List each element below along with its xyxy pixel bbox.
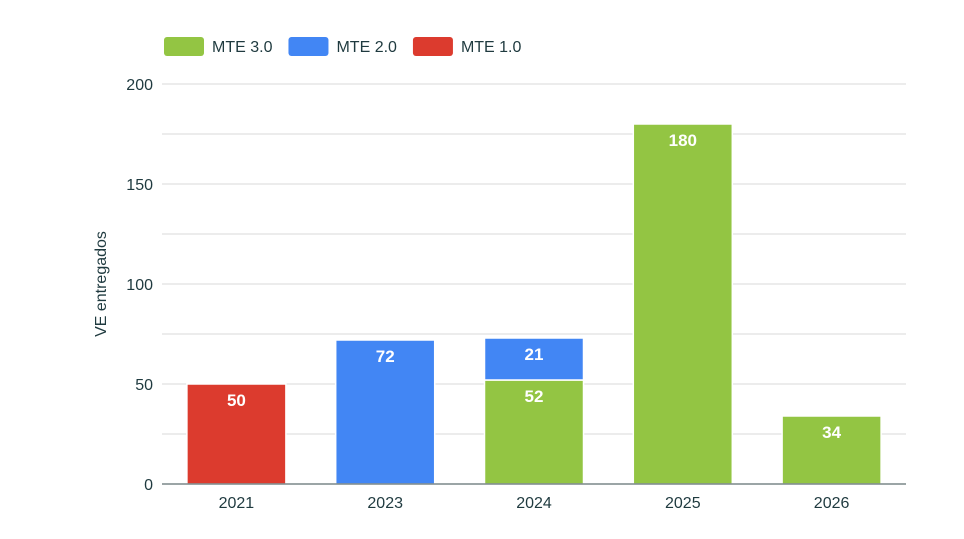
legend: MTE 3.0 MTE 2.0 MTE 1.0: [164, 37, 522, 56]
legend-swatch: [164, 37, 204, 56]
x-tick-label: 2023: [367, 495, 403, 512]
y-tick-label: 50: [135, 377, 153, 394]
y-tick-label: 200: [126, 77, 153, 94]
x-tick-label: 2024: [516, 495, 552, 512]
legend-swatch: [412, 37, 453, 56]
data-label: 21: [525, 345, 544, 364]
data-label: 50: [227, 391, 246, 410]
y-tick-label: 100: [126, 277, 153, 294]
data-label: 34: [822, 423, 841, 442]
bar-segment: [483, 337, 585, 381]
y-axis-title: VE entregados: [93, 231, 110, 337]
data-label: 180: [669, 131, 697, 150]
legend-item: MTE 1.0: [412, 37, 522, 56]
data-label: 72: [376, 347, 395, 366]
data-label: 52: [525, 387, 544, 406]
y-axis-ticks: 0 50 100 150 200: [126, 77, 153, 494]
legend-label: MTE 1.0: [461, 39, 522, 56]
bars: [186, 123, 882, 485]
bar-segment: [186, 383, 287, 485]
legend-item: MTE 2.0: [288, 37, 397, 56]
legend-label: MTE 2.0: [336, 39, 397, 56]
bar-segment: [334, 339, 436, 485]
legend-label: MTE 3.0: [212, 39, 273, 56]
x-axis-ticks: 2021 2023 2024 2025 2026: [219, 495, 850, 512]
y-tick-label: 0: [144, 477, 153, 494]
bar-segment: [632, 123, 734, 485]
legend-item: MTE 3.0: [164, 37, 273, 56]
x-tick-label: 2026: [814, 495, 850, 512]
data-labels: 50 72 52 21 180 34: [227, 131, 842, 442]
bar-segment: [781, 415, 882, 485]
x-tick-label: 2021: [219, 495, 255, 512]
legend-swatch: [288, 37, 329, 56]
x-tick-label: 2025: [665, 495, 701, 512]
y-tick-label: 150: [126, 177, 153, 194]
bar-segment: [483, 379, 585, 485]
